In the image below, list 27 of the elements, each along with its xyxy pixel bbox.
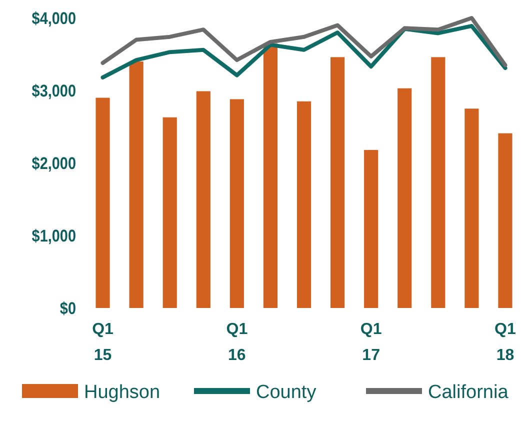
line-series	[100, 24, 508, 80]
bar	[431, 57, 446, 308]
x-tick-label: Q1 17	[360, 321, 382, 364]
y-tick-label: $0	[60, 300, 76, 318]
bar	[96, 98, 110, 308]
legend-label: California	[428, 382, 509, 403]
bar	[464, 108, 479, 308]
y-tick-label: $2,000	[32, 154, 76, 174]
x-tick-label: Q1 16	[226, 321, 248, 364]
bar	[162, 117, 177, 308]
y-tick-label: $4,000	[32, 10, 76, 28]
bar	[296, 101, 312, 308]
bar	[364, 150, 378, 308]
bar	[498, 133, 512, 308]
y-tick-label: $1,000	[32, 227, 76, 246]
bar	[330, 57, 345, 308]
x-tick-label: Q1 15	[92, 321, 114, 364]
legend-label: County	[256, 382, 317, 403]
bar	[196, 91, 210, 308]
x-tick-label: Q1 18	[494, 321, 516, 364]
bar	[263, 43, 278, 308]
bar	[230, 99, 244, 308]
line-series	[100, 16, 508, 68]
y-tick-label: $3,000	[32, 82, 76, 101]
bar	[129, 62, 144, 308]
bar	[398, 88, 412, 308]
legend-label: Hughson	[84, 382, 160, 403]
